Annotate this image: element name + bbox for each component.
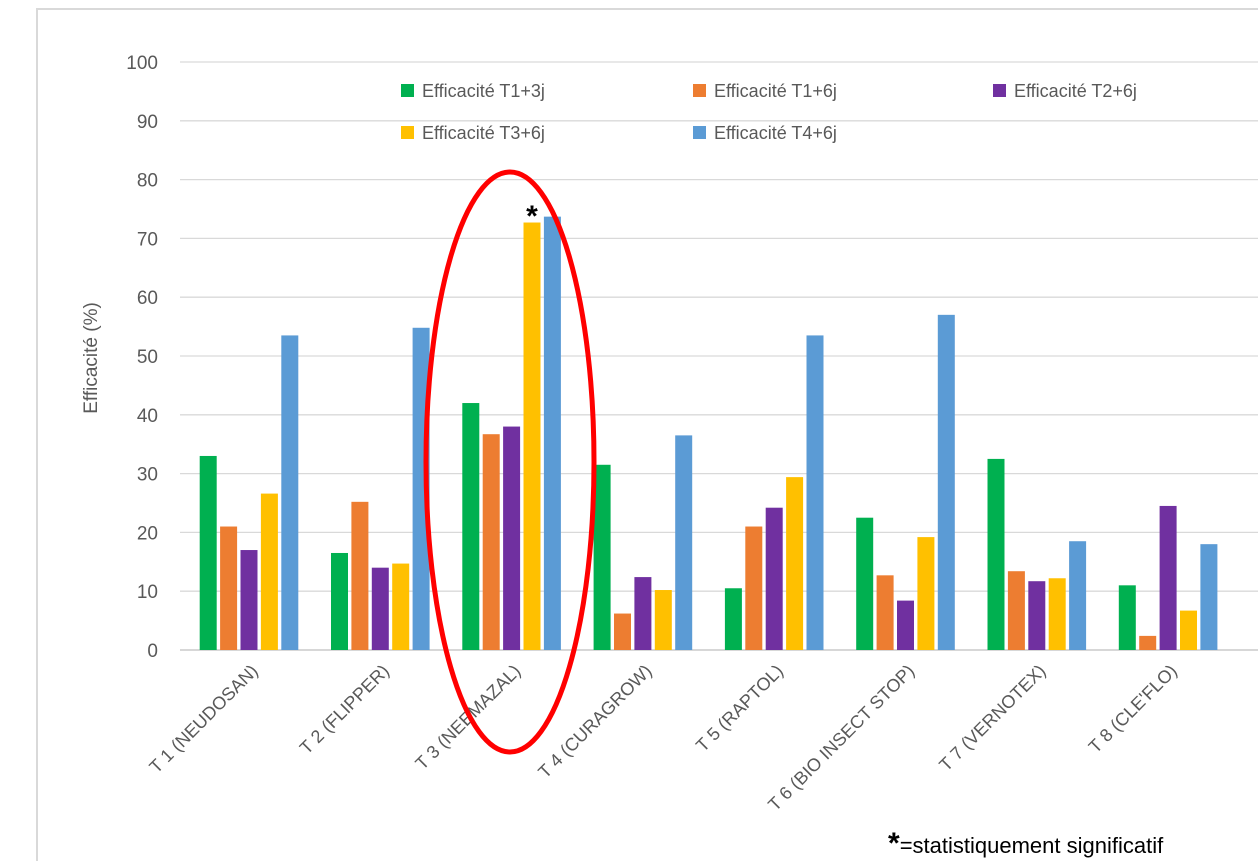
legend-swatch <box>693 126 706 139</box>
bar <box>937 314 955 650</box>
bar <box>392 563 410 650</box>
legend-swatch <box>693 84 706 97</box>
legend-swatch <box>401 126 414 139</box>
bar <box>987 458 1005 650</box>
y-tick-label: 0 <box>147 641 158 662</box>
bar <box>462 403 480 650</box>
bar <box>897 600 914 650</box>
bar <box>281 335 299 650</box>
category-label: T 4 (CURAGROW) <box>534 661 655 782</box>
bar <box>1180 610 1197 650</box>
bar <box>543 216 561 651</box>
bar <box>724 588 742 650</box>
bar <box>503 426 521 650</box>
y-tick-label: 100 <box>126 53 158 74</box>
y-tick-label: 50 <box>137 347 158 368</box>
footnote-text: =statistiquement significatif <box>900 833 1164 858</box>
bar <box>482 434 500 650</box>
y-tick-label: 90 <box>137 112 158 133</box>
y-tick-label: 60 <box>137 288 158 309</box>
category-label: T 2 (FLIPPER) <box>296 661 393 758</box>
bar <box>1118 585 1136 650</box>
chart-frame <box>36 8 1258 861</box>
bar <box>1200 544 1218 650</box>
bar <box>745 526 763 650</box>
y-tick-label: 30 <box>137 465 158 486</box>
bar <box>765 507 783 650</box>
x-axis-categories: T 1 (NEUDOSAN) T 2 (FLIPPER) T 3 (NEEMAZAL… <box>145 661 1181 815</box>
footnote: *=statistiquement significatif <box>888 827 1164 860</box>
y-tick-label: 20 <box>137 523 158 544</box>
bar <box>856 517 874 650</box>
bar <box>634 577 652 650</box>
legend-swatch <box>993 84 1006 97</box>
y-tick-label: 10 <box>137 582 158 603</box>
bar <box>917 537 935 650</box>
bar <box>1069 541 1087 650</box>
legend-label: Efficacité T1+6j <box>714 81 837 101</box>
bar <box>371 567 389 650</box>
bar <box>614 613 631 650</box>
bar <box>675 435 693 650</box>
grid-layer <box>180 61 1258 651</box>
bar <box>1139 635 1157 650</box>
bar <box>876 575 894 650</box>
legend-label: Efficacité T4+6j <box>714 123 837 143</box>
highlight-ellipse <box>423 169 597 755</box>
category-label: T 8 (CLE'FLO) <box>1085 661 1181 757</box>
legend-label: Efficacité T3+6j <box>422 123 545 143</box>
bar <box>786 477 804 650</box>
category-label: T 1 (NEUDOSAN) <box>145 661 261 777</box>
bar <box>1048 578 1066 650</box>
bar <box>806 335 824 650</box>
y-tick-label: 80 <box>137 171 158 192</box>
legend-swatch <box>401 84 414 97</box>
legend: Efficacité T1+3j Efficacité T1+6j Efficaci… <box>401 81 1137 143</box>
bar <box>240 550 258 650</box>
significance-star: * <box>526 200 538 233</box>
bars-layer <box>199 216 1218 651</box>
category-label: T 6 (BIO INSECT STOP) <box>764 661 918 815</box>
bar <box>1007 571 1025 650</box>
bar <box>654 590 672 650</box>
bar <box>199 455 217 650</box>
legend-label: Efficacité T1+3j <box>422 81 545 101</box>
bar <box>220 526 238 650</box>
category-label: T 5 (RAPTOL) <box>692 661 787 756</box>
bar <box>1028 581 1046 650</box>
bar <box>593 464 611 650</box>
y-axis-ticks: 0 10 20 30 40 50 60 70 80 90 100 <box>126 53 158 662</box>
legend-label: Efficacité T2+6j <box>1014 81 1137 101</box>
bar <box>351 501 369 650</box>
bar <box>331 552 348 650</box>
bar <box>1159 505 1177 650</box>
bar <box>260 493 278 650</box>
y-tick-label: 70 <box>137 229 158 250</box>
category-label: T 7 (VERNOTEX) <box>935 661 1049 775</box>
y-axis-label: Efficacité (%) <box>81 302 102 414</box>
footnote-star: * <box>888 827 900 860</box>
bar <box>523 222 541 651</box>
y-tick-label: 40 <box>137 406 158 427</box>
